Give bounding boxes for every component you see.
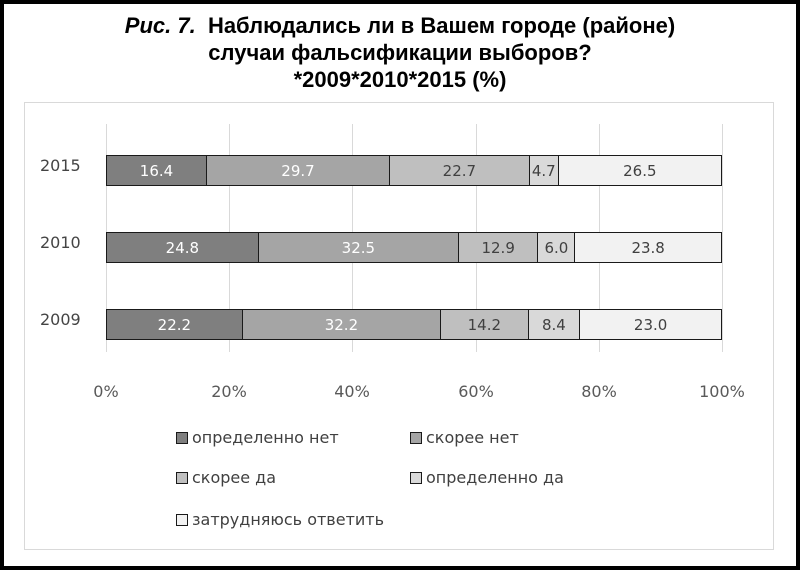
bar-segment: 8.4 (528, 309, 581, 340)
legend-swatch-icon (176, 513, 188, 526)
legend-item-rather-no: скорее нет (410, 428, 519, 447)
x-tick-100: 100% (699, 382, 745, 401)
bar-segment: 23.0 (580, 309, 722, 340)
bar-segment: 24.8 (106, 232, 259, 263)
y-label-2010: 2010 (40, 233, 81, 252)
bar-2009: 22.2 32.2 14.2 8.4 23.0 (106, 309, 722, 340)
bar-2015: 16.4 29.7 22.7 4.7 26.5 (106, 155, 722, 186)
y-label-2015: 2015 (40, 156, 81, 175)
x-tick-80: 80% (581, 382, 617, 401)
bar-segment: 23.8 (575, 232, 722, 263)
legend-swatch-icon (410, 431, 422, 444)
gridline (722, 124, 723, 352)
bar-segment: 32.2 (242, 309, 442, 340)
y-label-2009: 2009 (40, 310, 81, 329)
bar-segment: 22.2 (106, 309, 243, 340)
title-line-1: Наблюдались ли в Вашем городе (районе) (207, 13, 676, 38)
legend-label: определенно нет (192, 428, 339, 447)
legend-label: скорее да (192, 468, 277, 487)
legend-item-definitely-no: определенно нет (176, 428, 339, 447)
bar-segment: 16.4 (106, 155, 208, 186)
legend-swatch-icon (176, 471, 188, 484)
bar-segment: 4.7 (529, 155, 559, 186)
bar-segment: 29.7 (207, 155, 390, 186)
x-tick-60: 60% (458, 382, 494, 401)
x-tick-20: 20% (211, 382, 247, 401)
bar-segment: 14.2 (441, 309, 529, 340)
legend-swatch-icon (410, 471, 422, 484)
figure-label: Рис. 7. (124, 13, 196, 38)
bar-segment: 32.5 (258, 232, 459, 263)
legend-item-rather-yes: скорее да (176, 468, 276, 487)
title-line-2: случаи фальсификации выборов? (208, 40, 592, 65)
bar-segment: 26.5 (558, 155, 722, 186)
legend-item-hard-to-say: затрудняюсь ответить (176, 510, 384, 529)
title-line-3: *2009*2010*2015 (%) (293, 67, 507, 92)
x-tick-40: 40% (334, 382, 370, 401)
chart-frame (24, 102, 774, 550)
figure-page: Рис. 7. Наблюдались ли в Вашем городе (р… (4, 4, 796, 566)
legend-label: скорее нет (426, 428, 519, 447)
legend-item-definitely-yes: определенно да (410, 468, 564, 487)
legend-swatch-icon (176, 431, 188, 444)
bar-segment: 22.7 (389, 155, 530, 186)
chart-title: Рис. 7. Наблюдались ли в Вашем городе (р… (4, 12, 796, 93)
legend-label: затрудняюсь ответить (192, 510, 385, 529)
plot-area: 16.4 29.7 22.7 4.7 26.5 24.8 32.5 12.9 6.0 23.8 22… (106, 124, 723, 352)
legend-label: определенно да (426, 468, 564, 487)
bar-segment: 6.0 (538, 232, 576, 263)
bar-2010: 24.8 32.5 12.9 6.0 23.8 (106, 232, 722, 263)
bar-segment: 12.9 (458, 232, 539, 263)
x-tick-0: 0% (93, 382, 119, 401)
